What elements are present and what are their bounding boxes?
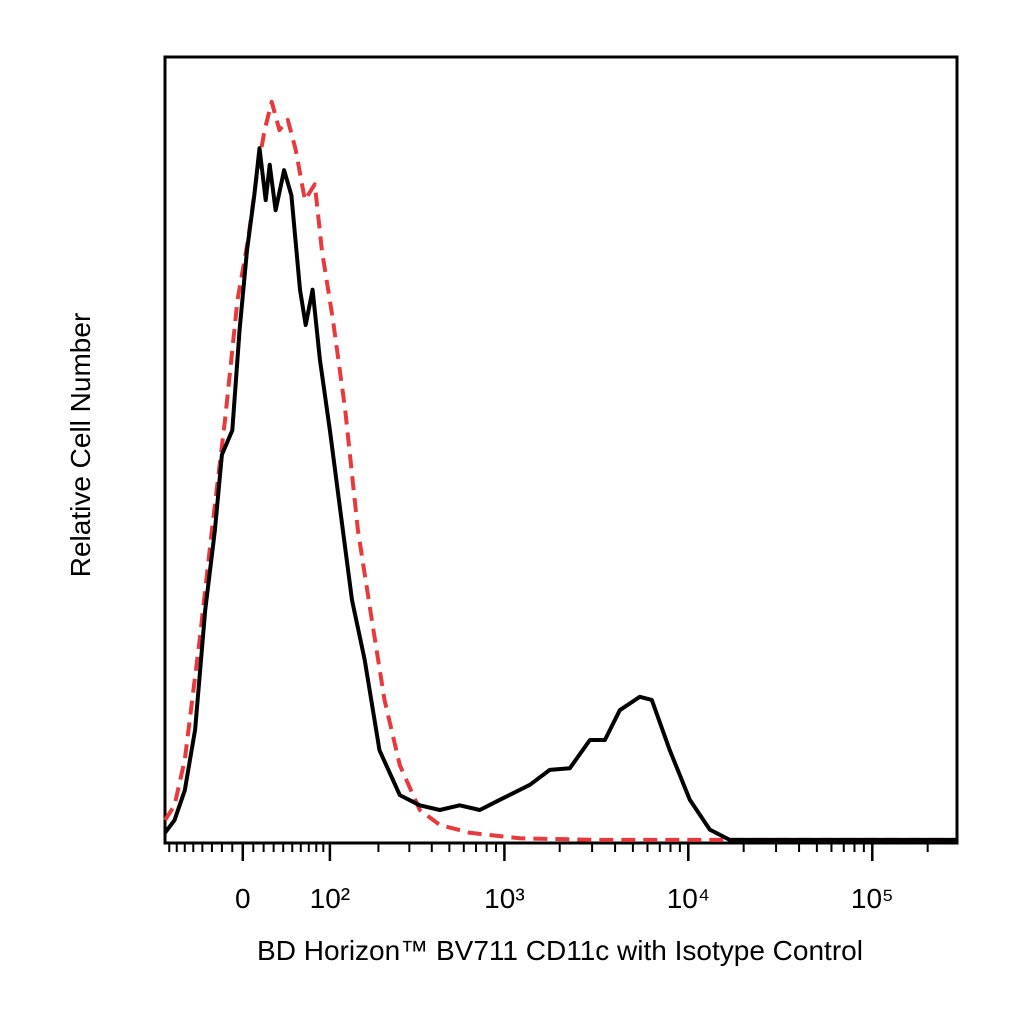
x-tick-label: 10⁴: [667, 883, 710, 914]
x-tick-label: 10⁵: [851, 883, 894, 914]
plot-frame: [163, 55, 959, 845]
histogram-line: [163, 146, 957, 842]
histogram-line: [163, 99, 957, 842]
x-axis-label: BD Horizon™ BV711 CD11c with Isotype Con…: [257, 935, 863, 966]
x-tick-label: 10²: [310, 883, 350, 914]
y-axis-label: Relative Cell Number: [65, 313, 96, 578]
x-tick-label: 0: [235, 883, 251, 914]
x-tick-label: 10³: [484, 883, 524, 914]
